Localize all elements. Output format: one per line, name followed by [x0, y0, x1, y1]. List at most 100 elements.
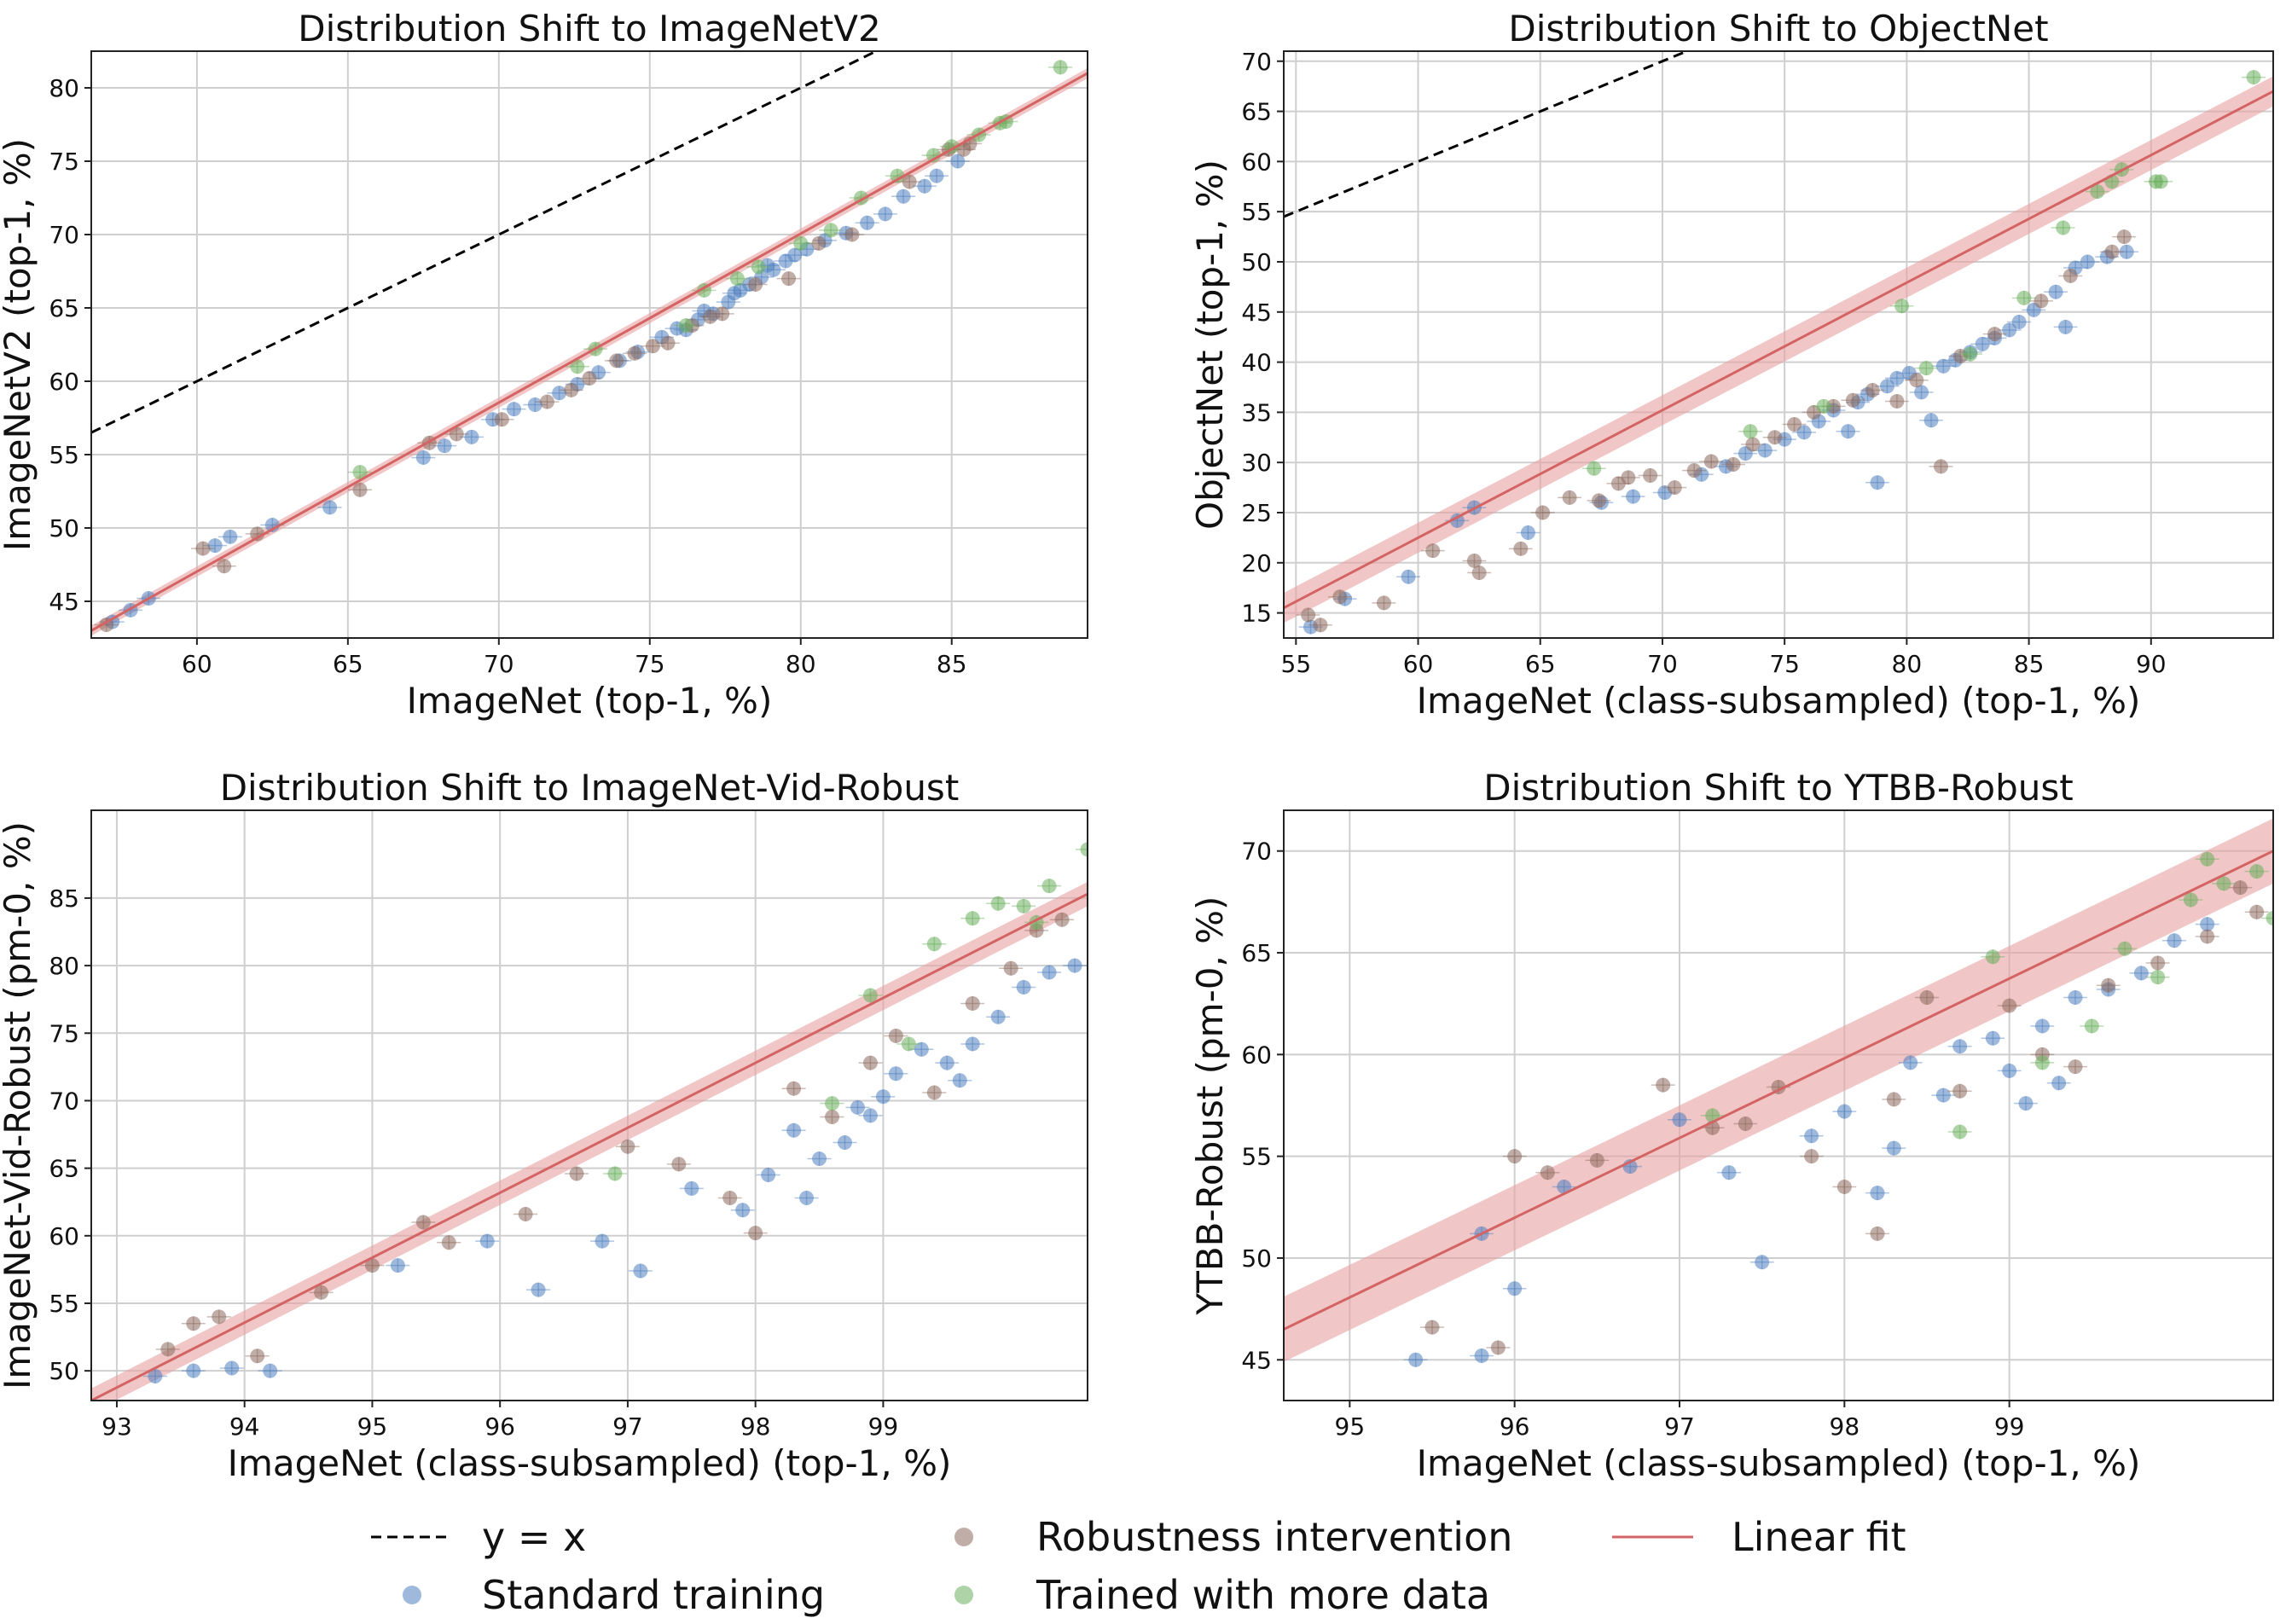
- data-point: [1870, 475, 1885, 490]
- panel-4: 95 96 97 98 99 45 50 55 60 65 70 Distribution Shift…: [1189, 767, 2274, 1484]
- x-axis-label: ImageNet (class-subsampled) (top-1, %): [228, 1442, 952, 1484]
- data-point: [1836, 1104, 1852, 1119]
- data-point: [1016, 898, 1031, 914]
- data-point: [965, 995, 980, 1011]
- data-point: [1471, 566, 1487, 581]
- data-point: [1914, 385, 1929, 400]
- x-tick-label: 93: [102, 1412, 132, 1441]
- data-point: [2058, 319, 2074, 334]
- data-point: [1985, 949, 2000, 965]
- x-tick-label: 99: [1994, 1412, 2025, 1441]
- data-point: [1767, 430, 1783, 445]
- data-point: [929, 168, 944, 183]
- data-point: [965, 1036, 980, 1052]
- data-point: [2051, 1076, 2067, 1091]
- data-point: [1080, 842, 1088, 857]
- data-point: [811, 235, 827, 251]
- data-point: [1845, 392, 1860, 408]
- y-tick-label: 15: [1241, 600, 1272, 628]
- x-tick-label: 80: [786, 650, 816, 678]
- data-point: [1865, 383, 1880, 398]
- y-tick-label: 45: [49, 588, 79, 616]
- data-point: [1557, 1179, 1572, 1194]
- y-axis-label: ImageNet-Vid-Robust (pm-0, %): [0, 821, 38, 1389]
- data-point: [1952, 1039, 1968, 1054]
- data-point: [888, 1028, 903, 1043]
- data-point: [1686, 463, 1702, 478]
- data-point: [1562, 490, 1577, 505]
- data-point: [1745, 437, 1761, 452]
- data-point: [902, 174, 917, 189]
- y-tick-label: 80: [49, 952, 79, 980]
- fit-line: [1284, 850, 2273, 1331]
- data-point: [1923, 413, 1939, 428]
- data-point: [748, 276, 763, 292]
- series-robust: [1296, 229, 2137, 633]
- x-tick-label: 98: [1830, 1412, 1860, 1441]
- panel-title: Distribution Shift to YTBB-Robust: [1483, 767, 2073, 809]
- data-point: [441, 1235, 456, 1250]
- legend-moredata-swatch: [954, 1586, 973, 1604]
- y-tick-label: 70: [49, 1087, 79, 1115]
- data-point: [939, 1055, 954, 1070]
- data-point: [837, 1135, 852, 1151]
- data-point: [1816, 398, 1831, 414]
- data-point: [2249, 904, 2265, 919]
- data-point: [2133, 966, 2149, 981]
- x-tick-label: 75: [635, 650, 665, 678]
- y-tick-label: 30: [1241, 449, 1272, 477]
- data-point: [595, 1233, 610, 1249]
- x-axis-label: ImageNet (top-1, %): [407, 680, 773, 722]
- data-point: [950, 154, 966, 169]
- fit-line: [1284, 90, 2273, 610]
- data-point: [1054, 912, 1070, 927]
- data-point: [952, 1073, 967, 1088]
- data-point: [415, 450, 431, 465]
- data-point: [2002, 322, 2017, 338]
- y-tick-label: 65: [49, 1155, 79, 1183]
- data-point: [2104, 244, 2120, 259]
- data-point: [965, 911, 980, 926]
- series-moredata: [602, 842, 1088, 1181]
- data-point: [1889, 370, 1905, 386]
- data-point: [607, 1166, 623, 1181]
- y-tick-label: 70: [1241, 838, 1272, 866]
- data-point: [812, 1151, 827, 1167]
- data-point: [1425, 543, 1441, 559]
- series-standard: [1403, 917, 2219, 1367]
- x-tick-label: 65: [333, 650, 363, 678]
- data-point: [1879, 379, 1894, 394]
- data-point: [1975, 336, 1990, 351]
- data-point: [2216, 876, 2231, 891]
- data-point: [263, 1363, 278, 1378]
- y-tick-label: 60: [1241, 148, 1272, 176]
- data-point: [761, 1168, 776, 1183]
- data-point: [1332, 589, 1348, 605]
- data-point: [1841, 424, 1856, 439]
- data-point: [2232, 880, 2248, 896]
- data-point: [715, 306, 730, 322]
- data-point: [1726, 457, 1741, 473]
- fit-line: [91, 72, 1088, 632]
- legend-robust-label: Robustness intervention: [1036, 1514, 1512, 1560]
- data-point: [1401, 569, 1416, 584]
- y-tick-label: 60: [49, 1222, 79, 1250]
- data-point: [1757, 443, 1773, 458]
- data-point: [570, 359, 585, 374]
- data-point: [2200, 929, 2215, 944]
- data-point: [2002, 1063, 2017, 1078]
- data-point: [531, 1282, 546, 1297]
- data-point: [1787, 416, 1802, 432]
- data-point: [2183, 892, 2198, 908]
- data-point: [224, 1360, 240, 1376]
- data-point: [860, 215, 875, 230]
- data-point: [539, 394, 554, 409]
- fit-confidence-band: [91, 881, 1088, 1401]
- y-tick-label: 55: [49, 1290, 79, 1318]
- data-point: [786, 1081, 802, 1096]
- data-point: [1894, 299, 1910, 314]
- axes-frame: [1283, 809, 2274, 1401]
- y-tick-label: 20: [1241, 549, 1272, 577]
- data-point: [1589, 1152, 1604, 1168]
- data-point: [2080, 254, 2095, 270]
